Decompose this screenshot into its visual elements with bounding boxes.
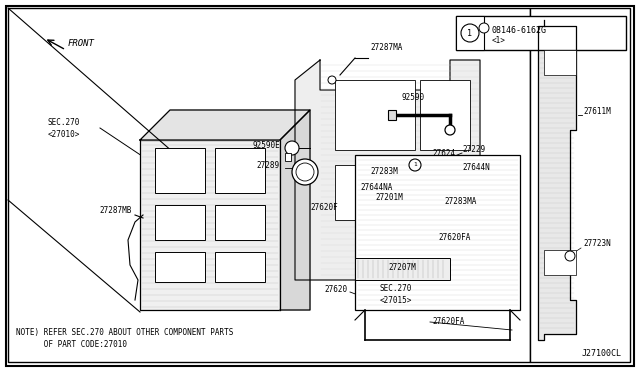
Text: 27229: 27229	[462, 144, 485, 154]
Text: 27644NA: 27644NA	[360, 183, 392, 192]
Text: 27620F: 27620F	[310, 203, 338, 212]
Bar	[140, 140, 280, 310]
Text: 27289: 27289	[257, 160, 280, 170]
Text: 27283MA: 27283MA	[444, 198, 476, 206]
Text: NOTE) REFER SEC.270 ABOUT OTHER COMPONENT PARTS: NOTE) REFER SEC.270 ABOUT OTHER COMPONEN…	[16, 328, 234, 337]
Polygon shape	[295, 60, 480, 280]
Bar	[8, 8, 530, 362]
Circle shape	[565, 251, 575, 261]
Text: 27624: 27624	[432, 150, 455, 158]
Bar	[155, 252, 205, 282]
Text: <27010>: <27010>	[48, 130, 81, 139]
Text: 27201M: 27201M	[375, 193, 403, 202]
Bar	[530, 8, 630, 362]
Circle shape	[409, 159, 421, 171]
Polygon shape	[538, 20, 576, 340]
Text: SEC.270: SEC.270	[380, 284, 412, 293]
Circle shape	[296, 163, 314, 181]
Text: 27287MB: 27287MB	[100, 206, 132, 215]
Bar	[355, 155, 520, 310]
Text: 27283M: 27283M	[370, 167, 397, 176]
Bar	[544, 50, 576, 75]
Text: FRONT: FRONT	[68, 38, 95, 48]
Text: 1: 1	[467, 29, 472, 38]
Text: <1>: <1>	[492, 36, 506, 45]
Bar	[456, 16, 484, 50]
Bar	[155, 205, 205, 240]
Bar	[155, 148, 205, 193]
Text: 92590: 92590	[402, 93, 425, 102]
Circle shape	[461, 24, 479, 42]
Text: OF PART CODE:27010: OF PART CODE:27010	[16, 340, 127, 349]
Polygon shape	[280, 110, 310, 310]
Bar	[388, 110, 396, 120]
Text: 92590E: 92590E	[252, 141, 280, 150]
Text: <27015>: <27015>	[380, 296, 412, 305]
Bar	[215, 205, 265, 240]
Circle shape	[479, 23, 489, 33]
Text: 27620FA: 27620FA	[432, 317, 465, 327]
Text: 27611M: 27611M	[583, 108, 611, 116]
Text: 27207M: 27207M	[388, 263, 416, 273]
Text: 08146-6162G: 08146-6162G	[492, 26, 547, 35]
Bar	[335, 165, 415, 220]
Circle shape	[292, 159, 318, 185]
Text: 27287MA: 27287MA	[370, 43, 403, 52]
Text: 1: 1	[413, 163, 417, 167]
Circle shape	[328, 76, 336, 84]
Polygon shape	[140, 110, 310, 140]
Bar	[420, 80, 470, 150]
Bar	[355, 258, 450, 280]
Text: 27620: 27620	[325, 285, 348, 295]
Text: 27620FA: 27620FA	[438, 234, 470, 243]
Bar	[544, 250, 576, 275]
Bar	[335, 80, 415, 150]
Circle shape	[445, 125, 455, 135]
Bar	[215, 252, 265, 282]
Text: SEC.270: SEC.270	[48, 118, 81, 127]
Text: 27723N: 27723N	[583, 240, 611, 248]
Circle shape	[285, 141, 299, 155]
Text: 27644N: 27644N	[462, 163, 490, 171]
Bar	[285, 153, 291, 161]
Text: J27100CL: J27100CL	[582, 349, 622, 358]
Bar	[215, 148, 265, 193]
Bar	[456, 16, 626, 50]
Bar	[420, 165, 470, 220]
